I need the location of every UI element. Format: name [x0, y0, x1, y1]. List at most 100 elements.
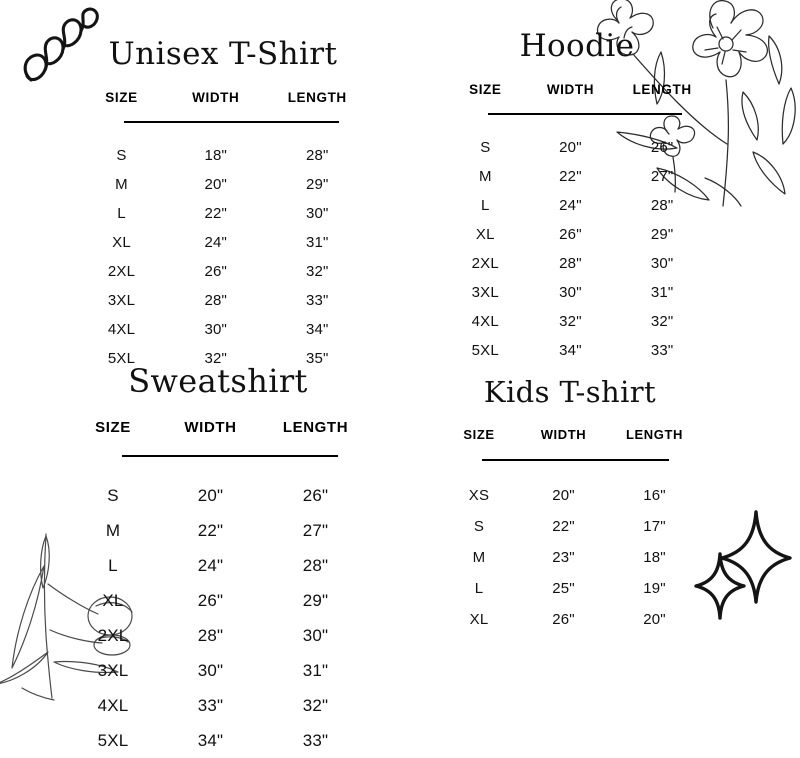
cell-size: S [116, 147, 127, 164]
cell-length: 29" [650, 226, 674, 243]
header-divider [68, 443, 368, 478]
table-title-kids: Kids T-shirt [483, 375, 657, 409]
cell-length: 26" [302, 485, 329, 505]
table-row: 4XL 32" 32" [446, 307, 708, 336]
cell-length: 18" [643, 549, 666, 566]
cell-width: 28" [197, 625, 224, 645]
column-header-size: SIZE [105, 90, 138, 105]
cell-width: 28" [204, 292, 228, 309]
cell-width: 25" [552, 580, 575, 597]
cell-length: 31" [305, 234, 329, 251]
table-row: 4XL 30" 34" [78, 315, 368, 344]
cell-size: M [472, 549, 486, 566]
cell-size: L [481, 197, 490, 214]
table-row: 3XL 30" 31" [68, 653, 368, 688]
column-header-length: LENGTH [625, 427, 684, 442]
table-row: S 20" 26" [446, 133, 708, 162]
cell-length: 28" [305, 147, 329, 164]
cell-width: 32" [204, 350, 228, 367]
cell-size: L [117, 205, 126, 222]
cell-width: 22" [204, 205, 228, 222]
cell-size: 3XL [97, 660, 129, 680]
cell-size: L [474, 580, 484, 597]
cell-length: 20" [643, 611, 666, 628]
column-header-width: WIDTH [192, 90, 240, 105]
cell-width: 20" [552, 487, 575, 504]
table-row: L 24" 28" [68, 548, 368, 583]
cell-length: 19" [643, 580, 666, 597]
header-divider [440, 449, 700, 480]
cell-length: 26" [650, 139, 674, 156]
cell-width: 32" [559, 313, 582, 330]
table-row: 4XL 33" 32" [68, 688, 368, 723]
table-row: 5XL 32" 35" [78, 344, 368, 373]
cell-length: 34" [305, 321, 329, 338]
cell-width: 24" [559, 197, 582, 214]
cell-width: 24" [204, 234, 228, 251]
cell-length: 32" [302, 695, 329, 715]
cell-size: 5XL [471, 342, 499, 359]
table-header-row: SIZE WIDTH LENGTH [446, 82, 708, 104]
cell-length: 31" [302, 660, 329, 680]
table-row: S 18" 28" [78, 141, 368, 170]
cell-length: 30" [302, 625, 329, 645]
cell-width: 26" [552, 611, 575, 628]
cell-size: M [478, 168, 492, 185]
table-title-sweatshirt: Sweatshirt [128, 362, 308, 400]
cell-length: 31" [650, 284, 674, 301]
table-row: 3XL 30" 31" [446, 278, 708, 307]
cell-size: 4XL [97, 695, 129, 715]
table-kids: SIZE WIDTH LENGTH XS 20" 16" S 22" 17" M 23" 18"… [440, 427, 700, 635]
table-row: XL 26" 29" [446, 220, 708, 249]
cell-length: 27" [302, 520, 329, 540]
table-body-hoodie: S 20" 26" M 22" 27" L 24" 28" XL 26" 29" 2XL 28" 30" 3X… [446, 133, 708, 365]
cell-width: 30" [197, 660, 224, 680]
cell-size: S [480, 139, 491, 156]
cell-length: 35" [305, 350, 329, 367]
cell-width: 22" [559, 168, 582, 185]
column-header-width: WIDTH [540, 427, 587, 442]
size-table-hoodie: Hoodie SIZE WIDTH LENGTH S 20" 26" M 22" 27" L… [446, 28, 708, 365]
table-row: S 22" 17" [440, 511, 700, 542]
table-row: M 22" 27" [446, 162, 708, 191]
cell-length: 30" [650, 255, 674, 272]
cell-size: S [473, 518, 485, 535]
cell-width: 24" [197, 555, 224, 575]
table-header-row: SIZE WIDTH LENGTH [440, 427, 700, 449]
column-header-width: WIDTH [546, 82, 595, 97]
table-row: 2XL 28" 30" [446, 249, 708, 278]
cell-width: 26" [204, 263, 228, 280]
cell-width: 20" [559, 139, 582, 156]
cell-size: 3XL [471, 284, 499, 301]
table-hoodie: SIZE WIDTH LENGTH S 20" 26" M 22" 27" L 24" 28" X… [446, 82, 708, 365]
size-table-unisex: Unisex T-Shirt SIZE WIDTH LENGTH S 18" 28"… [78, 36, 368, 373]
cell-size: XL [112, 234, 131, 251]
cell-size: M [105, 520, 121, 540]
sparkle-stars-icon [688, 506, 794, 628]
cell-size: 2XL [97, 625, 129, 645]
cell-width: 34" [559, 342, 582, 359]
cell-length: 29" [302, 590, 329, 610]
cell-width: 20" [197, 485, 224, 505]
cell-width: 33" [197, 695, 224, 715]
column-header-size: SIZE [95, 419, 131, 436]
cell-width: 26" [197, 590, 224, 610]
column-header-size: SIZE [469, 82, 502, 97]
cell-length: 32" [305, 263, 329, 280]
cell-length: 30" [305, 205, 329, 222]
cell-length: 28" [302, 555, 329, 575]
table-row: XL 26" 20" [440, 604, 700, 635]
table-row: 2XL 28" 30" [68, 618, 368, 653]
cell-width: 30" [559, 284, 582, 301]
size-table-sweatshirt: Sweatshirt SIZE WIDTH LENGTH S 20" 26" M 22"… [68, 362, 368, 758]
column-header-length: LENGTH [632, 82, 692, 97]
cell-width: 26" [559, 226, 582, 243]
cell-width: 22" [197, 520, 224, 540]
table-body-kids: XS 20" 16" S 22" 17" M 23" 18" L 25" 19" XL 26" 20" [440, 480, 700, 635]
cell-size: XS [468, 487, 490, 504]
cell-size: S [107, 485, 119, 505]
cell-size: 2XL [107, 263, 136, 280]
size-table-kids: Kids T-shirt SIZE WIDTH LENGTH XS 20" 16" S… [440, 375, 700, 635]
cell-size: 2XL [471, 255, 499, 272]
cell-length: 33" [650, 342, 674, 359]
